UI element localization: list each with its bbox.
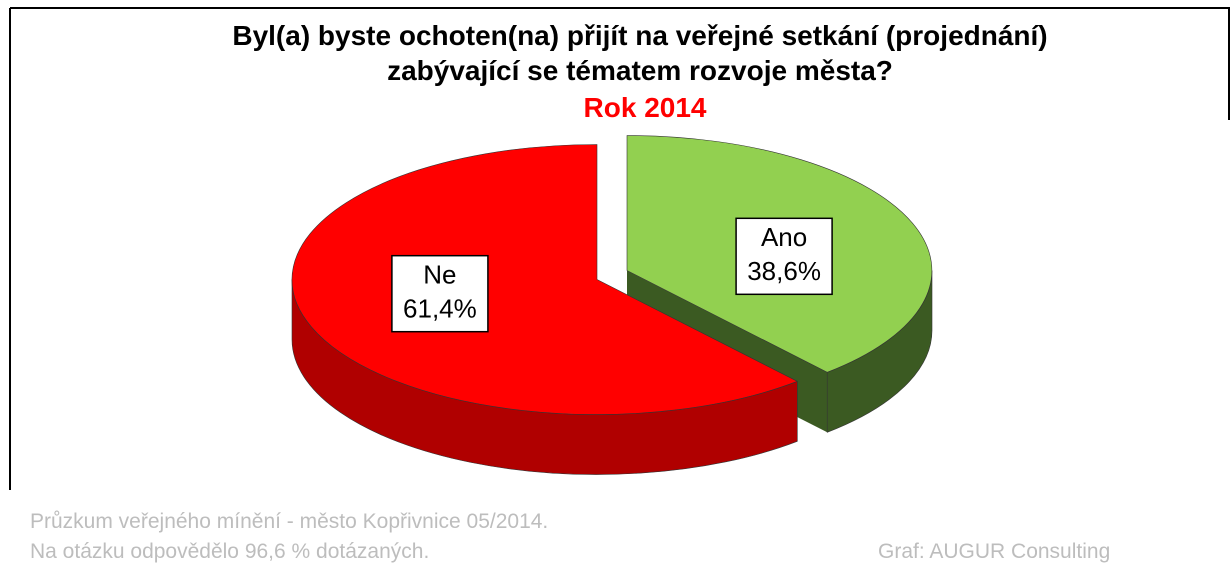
- label-box: [735, 217, 833, 296]
- slice-label: Ano: [761, 222, 807, 252]
- value-label: 38,6%: [747, 256, 821, 286]
- note: Na otázku odpovědělo 96,6 % dotázaných.: [30, 540, 430, 563]
- chart-subtitle: Rok 2014: [583, 92, 707, 123]
- value-label: 61,4%: [403, 294, 477, 324]
- label-box: [391, 254, 489, 333]
- note: Graf: AUGUR Consulting: [878, 540, 1111, 563]
- slice: [291, 144, 799, 415]
- chart-title: Byl(a) byste ochoten(na) přijít na veřej…: [232, 20, 1048, 86]
- note: Průzkum veřejného mínění - město Kopřivn…: [30, 510, 549, 533]
- slice-label: Ne: [423, 260, 456, 290]
